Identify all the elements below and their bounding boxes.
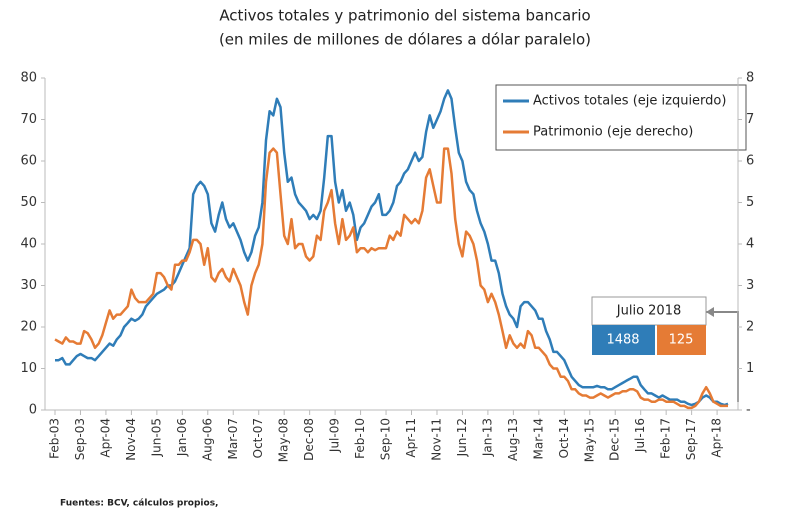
x-tick-label: Feb-03 [48, 418, 62, 459]
y2-tick-label: - [746, 403, 751, 418]
x-tick-label: Apr-11 [404, 418, 418, 458]
source: Fuentes: BCV, cálculos propios, [60, 499, 218, 509]
x-tick-label: Jun-12 [455, 418, 469, 457]
y2-tick-label: 1 [746, 361, 754, 376]
callout-box [591, 296, 707, 326]
series-line [54, 147, 728, 410]
y-tick-label: 10 [20, 361, 37, 376]
x-tick-label: Dec-15 [608, 418, 622, 461]
y2-tick-label: 3 [746, 278, 754, 293]
y2-tick-label: 6 [746, 154, 754, 169]
callout-cell [657, 325, 706, 355]
y-tick-label: 40 [20, 237, 37, 252]
chart-title: Activos totales y patrimonio del sistema… [219, 7, 590, 25]
x-tick-label: Aug-13 [506, 418, 520, 461]
legend-label: Patrimonio (eje derecho) [533, 125, 693, 140]
legend-box [495, 84, 747, 151]
callout-value: 1488 [606, 333, 639, 348]
x-tick-label: Nov-11 [429, 418, 443, 461]
x-tick-label: Sep-10 [379, 418, 393, 460]
y-tick-label: 20 [20, 320, 37, 335]
callout-arrow [706, 307, 714, 317]
x-tick-label: Dec-08 [302, 418, 316, 461]
legend-label: Activos totales (eje izquierdo) [533, 94, 726, 109]
x-tick-label: Mar-07 [226, 418, 240, 459]
y2-tick-label: 4 [746, 237, 754, 252]
callout-title: Julio 2018 [616, 304, 681, 319]
callout-cell [592, 325, 655, 355]
x-tick-label: Aug-06 [200, 418, 214, 461]
x-tick-label: May-08 [277, 418, 291, 462]
callout-connector [706, 311, 739, 402]
x-tick-label: Oct-14 [557, 418, 571, 458]
x-tick-label: Apr-18 [710, 418, 724, 458]
y-tick-label: 60 [20, 154, 37, 169]
x-tick-label: Jan-06 [175, 418, 189, 457]
x-tick-label: Sep-17 [684, 418, 698, 460]
y2-tick-label: 8 [746, 71, 754, 86]
y2-tick-label: 2 [746, 320, 754, 335]
x-tick-label: Oct-07 [251, 418, 265, 458]
x-tick-label: Nov-04 [124, 418, 138, 461]
x-tick-label: Sep-03 [73, 418, 87, 460]
y-tick-label: 50 [20, 195, 37, 210]
callout-value: 125 [669, 333, 694, 348]
x-tick-label: Feb-17 [659, 418, 673, 459]
y-tick-label: 80 [20, 71, 37, 86]
y-tick-label: 30 [20, 278, 37, 293]
chart-subtitle: (en miles de millones de dólares a dólar… [219, 31, 591, 49]
x-tick-label: Jul-09 [328, 418, 342, 453]
x-tick-label: Apr-04 [98, 418, 112, 458]
y2-tick-label: 5 [746, 195, 754, 210]
y2-tick-label: 7 [746, 112, 754, 127]
x-tick-label: May-15 [582, 418, 596, 462]
x-tick-label: Jan-13 [480, 418, 494, 457]
y-tick-label: 70 [20, 112, 37, 127]
x-tick-label: Feb-10 [353, 418, 367, 459]
x-tick-label: Jul-16 [633, 418, 647, 453]
x-tick-label: Jun-05 [149, 418, 163, 457]
y-tick-label: 0 [29, 403, 37, 418]
x-tick-label: Mar-14 [531, 418, 545, 459]
